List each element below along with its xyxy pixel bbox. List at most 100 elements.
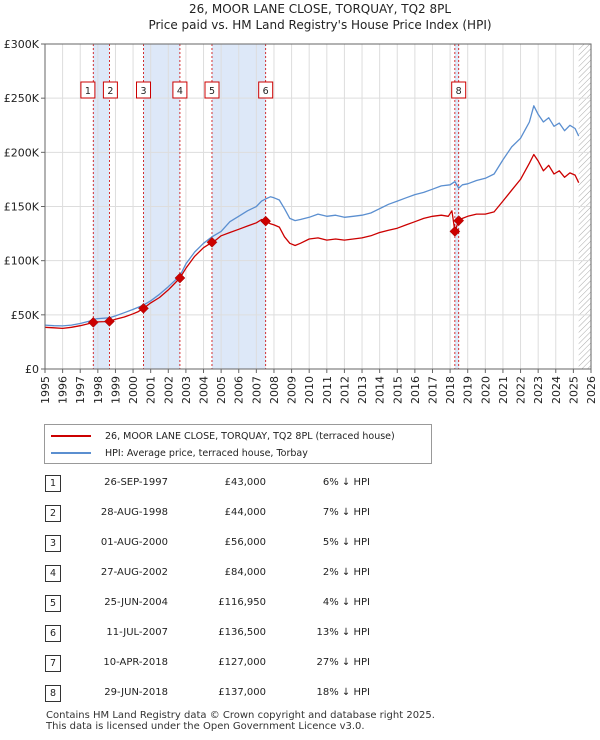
sale-label-text: 2: [107, 86, 113, 97]
sale-date: 26-SEP-1997: [104, 477, 168, 488]
sale-date: 11-JUL-2007: [106, 627, 168, 638]
price-chart: 26, MOOR LANE CLOSE, TORQUAY, TQ2 8PL Pr…: [4, 2, 598, 404]
x-tick-label: 2005: [215, 376, 228, 404]
sale-point-marker: [449, 226, 461, 237]
sale-date: 28-AUG-1998: [100, 507, 168, 518]
sale-date: 01-AUG-2000: [100, 537, 168, 548]
sale-price: £43,000: [224, 477, 266, 488]
sale-point-marker: [104, 315, 115, 327]
x-tick-label: 2015: [391, 376, 404, 404]
sale-label-box: [204, 81, 220, 99]
x-tick-label: 2003: [180, 376, 193, 404]
x-tick-label: 2009: [286, 376, 299, 404]
table-row: 4 27-AUG-2002 £84,000 2% ↓ HPI: [0, 565, 600, 585]
x-tick-label: 2026: [585, 376, 598, 404]
hpi-series-line: [44, 105, 580, 327]
x-tick-label: 2002: [162, 376, 175, 404]
sale-label-text: 5: [209, 86, 215, 97]
sale-label-text: 3: [140, 86, 146, 97]
sale-date: 10-APR-2018: [103, 657, 168, 668]
sale-hpi-diff: 27% ↓ HPI: [316, 657, 370, 668]
sale-number-badge: 3: [45, 535, 61, 552]
sale-label-box: [80, 81, 96, 99]
chart-legend: 26, MOOR LANE CLOSE, TORQUAY, TQ2 8PL (t…: [44, 424, 432, 464]
sale-price: £116,950: [218, 597, 266, 608]
y-tick-label: £250K: [4, 92, 40, 105]
attribution-line-2: This data is licensed under the Open Gov…: [46, 721, 365, 732]
x-tick-label: 1997: [74, 376, 87, 404]
table-row: 6 11-JUL-2007 £136,500 13% ↓ HPI: [0, 625, 600, 645]
sale-hpi-diff: 6% ↓ HPI: [322, 477, 370, 488]
sale-price: £44,000: [224, 507, 266, 518]
x-tick-label: 1996: [57, 376, 70, 404]
sale-date: 27-AUG-2002: [100, 567, 168, 578]
x-tick-label: 1999: [109, 376, 122, 404]
sale-label-box: [258, 81, 274, 99]
x-tick-label: 1995: [39, 376, 52, 404]
chart-title: 26, MOOR LANE CLOSE, TORQUAY, TQ2 8PL: [189, 2, 451, 16]
y-tick-label: £50K: [11, 309, 40, 322]
sale-point-marker: [453, 215, 465, 226]
x-tick-label: 2008: [268, 376, 281, 404]
sale-number-badge: 2: [45, 505, 61, 522]
sale-price: £136,500: [218, 627, 266, 638]
sale-point-marker: [87, 317, 99, 328]
x-tick-label: 2001: [145, 376, 158, 404]
table-row: 7 10-APR-2018 £127,000 27% ↓ HPI: [0, 655, 600, 675]
property-series-line: [44, 153, 580, 330]
sale-date: 29-JUN-2018: [104, 687, 168, 698]
x-tick-label: 2012: [338, 376, 351, 404]
x-tick-label: 2020: [479, 376, 492, 404]
table-row: 1 26-SEP-1997 £43,000 6% ↓ HPI: [0, 475, 600, 495]
x-tick-label: 2021: [497, 376, 510, 404]
sale-label-box: [451, 81, 467, 99]
x-tick-label: 2000: [127, 376, 140, 404]
sale-hpi-diff: 2% ↓ HPI: [322, 567, 370, 578]
sale-label-text: 6: [263, 86, 269, 97]
table-row: 5 25-JUN-2004 £116,950 4% ↓ HPI: [0, 595, 600, 615]
x-tick-label: 2014: [374, 376, 387, 404]
sale-point-marker: [138, 302, 149, 314]
sale-label-box: [136, 81, 151, 99]
x-tick-label: 2007: [250, 376, 263, 404]
legend-label-hpi: HPI: Average price, terraced house, Torb…: [105, 447, 308, 459]
sale-hpi-diff: 13% ↓ HPI: [316, 627, 370, 638]
sale-hpi-diff: 5% ↓ HPI: [322, 537, 370, 548]
x-tick-label: 2010: [303, 376, 316, 404]
y-tick-label: £300K: [4, 38, 40, 51]
legend-swatch-property: [51, 435, 91, 437]
y-tick-label: £150K: [4, 201, 40, 214]
x-tick-label: 1998: [92, 376, 105, 404]
x-tick-label: 2023: [532, 376, 545, 404]
legend-entry-property: 26, MOOR LANE CLOSE, TORQUAY, TQ2 8PL (t…: [51, 428, 395, 444]
x-tick-label: 2013: [356, 376, 369, 404]
sale-number-badge: 6: [45, 625, 61, 642]
sale-number-badge: 1: [45, 475, 61, 492]
x-tick-label: 2006: [233, 376, 246, 404]
y-tick-label: £200K: [4, 146, 40, 159]
sale-label-text: 1: [85, 86, 91, 97]
sale-label-text: 8: [456, 86, 462, 97]
sale-number-badge: 7: [45, 655, 61, 672]
table-row: 8 29-JUN-2018 £137,000 18% ↓ HPI: [0, 685, 600, 705]
x-tick-label: 2011: [321, 376, 334, 404]
x-tick-label: 2022: [515, 376, 528, 404]
sale-price: £84,000: [224, 567, 266, 578]
x-tick-label: 2019: [462, 376, 475, 404]
y-tick-label: £100K: [4, 255, 40, 268]
x-tick-label: 2025: [567, 376, 580, 404]
table-row: 3 01-AUG-2000 £56,000 5% ↓ HPI: [0, 535, 600, 555]
x-tick-label: 2016: [409, 376, 422, 404]
x-tick-label: 2004: [198, 376, 211, 404]
sale-label-box: [102, 81, 118, 99]
y-tick-label: £0: [25, 363, 39, 376]
table-row: 2 28-AUG-1998 £44,000 7% ↓ HPI: [0, 505, 600, 525]
sale-point-marker: [260, 215, 272, 227]
sale-date: 25-JUN-2004: [104, 597, 168, 608]
sale-number-badge: 8: [45, 685, 61, 702]
legend-entry-hpi: HPI: Average price, terraced house, Torb…: [51, 445, 308, 461]
sale-price: £137,000: [218, 687, 266, 698]
sale-price: £127,000: [218, 657, 266, 668]
x-tick-label: 2017: [426, 376, 439, 404]
sale-hpi-diff: 7% ↓ HPI: [322, 507, 370, 518]
